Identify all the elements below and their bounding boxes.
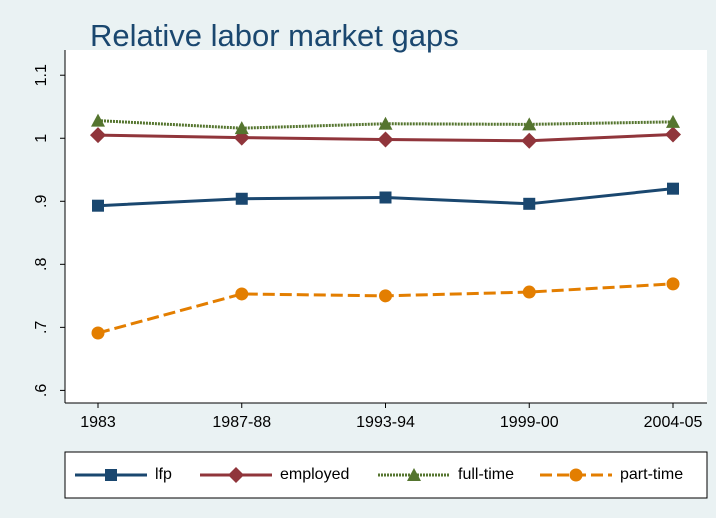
data-point	[379, 191, 392, 204]
data-point	[235, 192, 248, 205]
x-tick-label: 1983	[80, 414, 116, 431]
legend-marker	[569, 468, 583, 482]
data-point	[522, 117, 537, 131]
data-point	[666, 114, 680, 128]
data-point	[90, 127, 106, 144]
data-point	[91, 113, 105, 127]
data-point	[667, 182, 679, 195]
x-tick-label: 2004-05	[644, 414, 703, 431]
x-tick-label: 1999-00	[500, 414, 559, 431]
data-point	[666, 277, 680, 291]
plot-area	[65, 50, 707, 403]
data-point	[523, 197, 536, 210]
data-point	[378, 116, 393, 130]
legend-label: employed	[280, 466, 349, 483]
data-point	[521, 132, 538, 149]
data-point	[91, 326, 105, 340]
y-tick-label: .8	[33, 258, 50, 271]
y-tick-label: 1	[33, 134, 50, 143]
legend-label: lfp	[155, 466, 172, 483]
data-point	[235, 287, 249, 301]
data-point	[379, 289, 392, 303]
data-point	[665, 126, 681, 143]
data-point	[234, 121, 249, 135]
y-tick-label: .7	[33, 321, 50, 334]
data-point	[92, 199, 104, 212]
legend-label: part-time	[620, 466, 683, 483]
legend-marker	[228, 467, 244, 483]
x-tick-label: 1993-94	[356, 414, 415, 431]
y-tick-label: 1.1	[33, 64, 50, 86]
legend-marker	[407, 468, 421, 481]
chart-title: Relative labor market gaps	[90, 18, 459, 53]
data-point	[377, 131, 394, 148]
data-point	[522, 285, 536, 299]
legend-label: full-time	[458, 466, 514, 483]
y-tick-label: .9	[33, 195, 50, 208]
y-tick-label: .6	[33, 384, 50, 397]
x-tick-label: 1987-88	[212, 414, 271, 431]
legend-marker	[105, 469, 117, 481]
